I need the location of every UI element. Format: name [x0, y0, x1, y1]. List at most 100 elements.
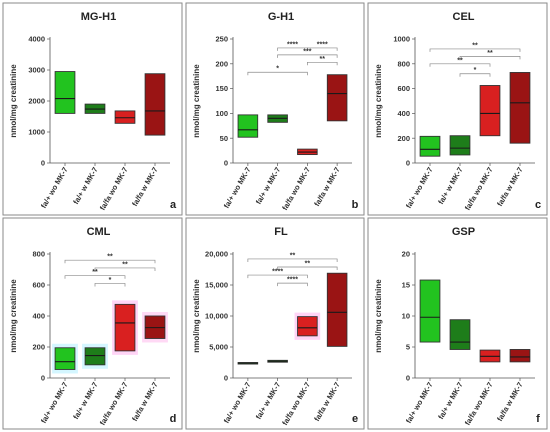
significance-label: * [474, 67, 477, 74]
significance-label: * [276, 66, 279, 73]
box-3 [326, 74, 348, 122]
y-tick-label: 20,000 [205, 250, 228, 259]
y-tick-label: 15,000 [205, 281, 228, 290]
y-tick-label: 600 [397, 84, 410, 93]
y-tick-label: 3000 [28, 66, 45, 75]
significance-label: ** [92, 269, 98, 276]
box-0 [419, 135, 441, 157]
y-tick-label: 150 [215, 84, 228, 93]
significance-label: **** [287, 277, 298, 284]
y-tick-label: 600 [32, 281, 45, 290]
significance-bracket [64, 259, 156, 264]
y-tick-label: 200 [32, 343, 45, 352]
y-axis-label: nmol/mg creatinine [9, 279, 18, 353]
panel-title: CML [87, 226, 111, 238]
significance-bracket [247, 274, 308, 279]
box-1 [449, 319, 471, 350]
y-tick-label: 0 [41, 159, 45, 168]
significance-label: ** [457, 57, 463, 64]
y-tick-label: 50 [220, 134, 228, 143]
y-tick-label: 250 [215, 35, 228, 44]
panel-title: G-H1 [268, 11, 294, 23]
significance-label: *** [303, 48, 311, 55]
y-tick-label: 10 [402, 312, 410, 321]
y-axis-label: nmol/mg creatinine [192, 279, 201, 353]
y-tick-label: 800 [397, 59, 410, 68]
box-2 [114, 303, 136, 352]
y-tick-label: 1000 [28, 128, 45, 137]
significance-bracket [64, 275, 126, 279]
y-tick-label: 15 [402, 281, 410, 290]
significance-bracket [429, 63, 491, 67]
significance-label: * [109, 277, 112, 284]
significance-label: **** [272, 269, 283, 276]
y-tick-label: 0 [406, 374, 410, 383]
significance-bracket [247, 258, 338, 262]
box-3 [509, 349, 531, 363]
y-tick-label: 800 [32, 250, 45, 259]
significance-bracket [459, 56, 521, 60]
y-axis-label: nmol/mg creatinine [192, 64, 201, 138]
panel-letter: d [170, 413, 177, 425]
significance-label: ** [320, 56, 326, 63]
y-tick-label: 10,000 [205, 312, 228, 321]
y-tick-label: 0 [224, 159, 228, 168]
significance-bracket [94, 267, 156, 271]
y-axis-label: nmol/mg creatinine [9, 64, 18, 138]
significance-label: **** [317, 41, 328, 48]
significance-label: ** [487, 50, 493, 57]
significance-label: **** [287, 41, 298, 48]
significance-bracket [307, 61, 338, 66]
box-2 [479, 85, 501, 137]
box-0 [54, 347, 76, 370]
y-tick-label: 400 [397, 109, 410, 118]
significance-bracket [247, 71, 308, 76]
significance-bracket [277, 266, 338, 271]
y-tick-label: 2000 [28, 97, 45, 106]
significance-label: ** [472, 42, 478, 49]
box-3 [509, 72, 531, 144]
y-tick-label: 0 [41, 374, 45, 383]
significance-bracket [459, 73, 491, 77]
box-1 [449, 135, 471, 156]
y-tick-label: 4000 [28, 35, 45, 44]
y-axis-label: nmol/mg creatinine [374, 279, 383, 353]
panel-a: MG-H1 a nmol/mg creatinine 0 1000 2000 3000 400… [2, 2, 183, 216]
significance-label: ** [122, 261, 128, 268]
y-tick-label: 0 [406, 159, 410, 168]
significance-bracket [429, 48, 521, 52]
significance-label: ** [290, 252, 296, 259]
panel-title: CEL [453, 11, 475, 23]
panel-e: FL e nmol/mg creatinine 0 5,000 10,000 15,000 2… [185, 217, 365, 430]
box-0 [237, 114, 259, 138]
y-tick-label: 0 [224, 374, 228, 383]
box-3 [326, 272, 348, 347]
box-3 [144, 73, 166, 136]
box-0 [54, 71, 76, 114]
panel-letter: e [352, 413, 358, 425]
significance-bracket [94, 283, 126, 287]
box-1 [84, 347, 106, 366]
y-tick-label: 200 [397, 134, 410, 143]
box-2 [297, 316, 318, 337]
y-tick-label: 5,000 [209, 343, 228, 352]
significance-bracket [277, 54, 338, 58]
y-tick-label: 100 [215, 109, 228, 118]
significance-label: ** [107, 254, 113, 261]
panel-title: MG-H1 [81, 11, 116, 23]
y-axis-label: nmol/mg creatinine [374, 64, 383, 138]
y-tick-label: 1000 [393, 35, 410, 44]
significance-bracket [277, 282, 308, 287]
box-0 [419, 279, 441, 343]
significance-label: ** [305, 261, 311, 268]
y-tick-label: 5 [406, 343, 410, 352]
panel-title: FL [274, 226, 288, 238]
y-tick-label: 200 [215, 59, 228, 68]
y-tick-label: 400 [32, 312, 45, 321]
y-tick-label: 20 [402, 250, 410, 259]
